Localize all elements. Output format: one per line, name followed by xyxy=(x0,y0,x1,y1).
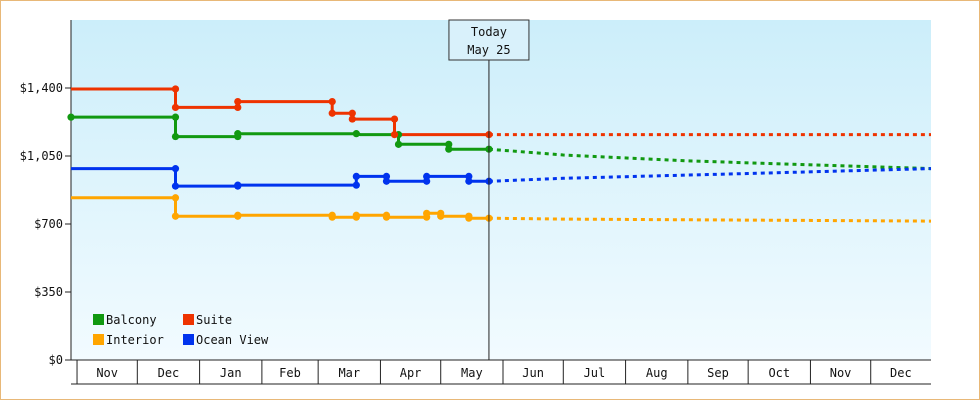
data-point-suite xyxy=(390,131,399,139)
x-tick-label: Oct xyxy=(768,366,790,380)
legend-label-ocean-view: Ocean View xyxy=(196,333,269,347)
data-point-suite xyxy=(234,103,242,112)
y-tick-label: $0 xyxy=(49,353,63,367)
data-point-balcony xyxy=(171,113,180,121)
today-label-date: May 25 xyxy=(467,43,510,57)
x-tick-label: Jun xyxy=(522,366,544,380)
x-tick-label: Nov xyxy=(830,366,852,380)
series-line-ocean-view xyxy=(71,167,489,188)
data-point-interior xyxy=(171,194,180,202)
data-point-suite xyxy=(348,115,356,123)
legend-label-suite: Suite xyxy=(196,313,232,327)
data-point-ocean-view xyxy=(382,177,391,185)
data-point-ocean-view xyxy=(171,165,180,173)
y-axis: $0 $350 $700 $1,050 $1,400 xyxy=(20,20,72,367)
y-tick-label: $700 xyxy=(34,217,63,231)
data-point-interior xyxy=(234,211,242,219)
legend-swatch-suite xyxy=(183,314,194,325)
x-axis: Nov Dec Jan Feb Mar Apr May Jun Jul Aug Sep Oct Nov D… xyxy=(71,359,931,385)
data-point-interior xyxy=(171,212,180,220)
data-point-balcony xyxy=(67,113,75,121)
x-tick-label: Dec xyxy=(890,366,912,380)
today-marker: Today May 25 xyxy=(448,19,530,360)
legend-swatch-interior xyxy=(93,334,104,345)
x-tick-label: Sep xyxy=(707,366,729,380)
data-point-suite xyxy=(390,115,399,123)
x-tick-label: Jul xyxy=(584,366,606,380)
data-point-ocean-view xyxy=(171,182,180,190)
data-point-interior xyxy=(437,212,445,220)
data-point-suite xyxy=(328,109,336,117)
series-markers xyxy=(67,85,493,222)
x-tick-label: Jan xyxy=(220,366,242,380)
data-point-ocean-view xyxy=(423,172,431,180)
today-label-title: Today xyxy=(471,25,507,39)
x-tick-label: Feb xyxy=(279,366,301,380)
data-point-ocean-view xyxy=(352,172,360,180)
y-tick-label: $1,050 xyxy=(20,149,63,163)
data-point-balcony xyxy=(171,132,180,141)
x-tick-label: Mar xyxy=(338,366,360,380)
data-point-interior xyxy=(328,213,336,221)
legend-label-balcony: Balcony xyxy=(106,313,157,327)
y-tick-label: $1,400 xyxy=(20,81,63,95)
legend-swatch-balcony xyxy=(93,314,104,325)
data-point-ocean-view xyxy=(465,177,473,185)
x-tick-label: Nov xyxy=(96,366,118,380)
data-point-balcony xyxy=(394,140,403,148)
series-line-interior xyxy=(71,196,489,220)
data-point-balcony xyxy=(234,130,242,138)
data-point-interior xyxy=(352,211,360,219)
data-point-suite xyxy=(328,98,336,106)
data-point-suite xyxy=(234,98,242,106)
data-point-balcony xyxy=(352,130,360,138)
x-tick-label: May xyxy=(461,366,483,380)
x-tick-label: Dec xyxy=(158,366,180,380)
data-point-interior xyxy=(423,209,431,217)
plot-area xyxy=(71,20,931,360)
data-point-interior xyxy=(382,213,391,221)
data-point-suite xyxy=(171,85,180,93)
series-projection-balcony xyxy=(488,147,932,171)
data-point-suite xyxy=(171,103,180,112)
y-tick-label: $350 xyxy=(34,285,63,299)
today-label-box xyxy=(448,19,530,61)
x-tick-label: Apr xyxy=(400,366,422,380)
data-point-balcony xyxy=(445,145,453,153)
data-point-ocean-view xyxy=(234,181,242,189)
x-tick-label: Aug xyxy=(646,366,668,380)
data-point-ocean-view xyxy=(352,181,360,189)
legend-swatch-ocean-view xyxy=(183,334,194,345)
data-point-interior xyxy=(465,214,473,222)
series-projection-interior xyxy=(488,216,932,223)
legend-label-interior: Interior xyxy=(106,333,164,347)
data-point-suite xyxy=(348,109,356,117)
legend: Balcony Suite Interior Ocean View xyxy=(93,313,269,347)
